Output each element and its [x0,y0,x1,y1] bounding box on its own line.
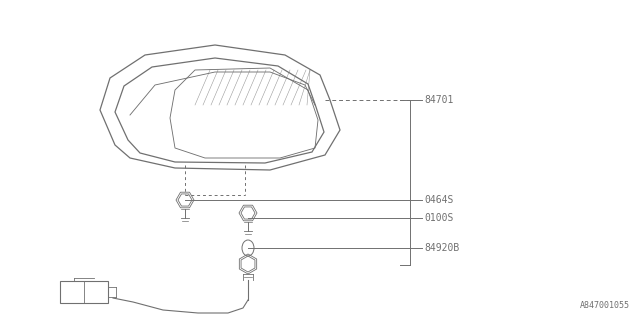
Text: A847001055: A847001055 [580,301,630,310]
Text: 0464S: 0464S [424,195,453,205]
Text: 0100S: 0100S [424,213,453,223]
Bar [60,281,108,303]
Text: 84701: 84701 [424,95,453,105]
Text: 84920B: 84920B [424,243,460,253]
